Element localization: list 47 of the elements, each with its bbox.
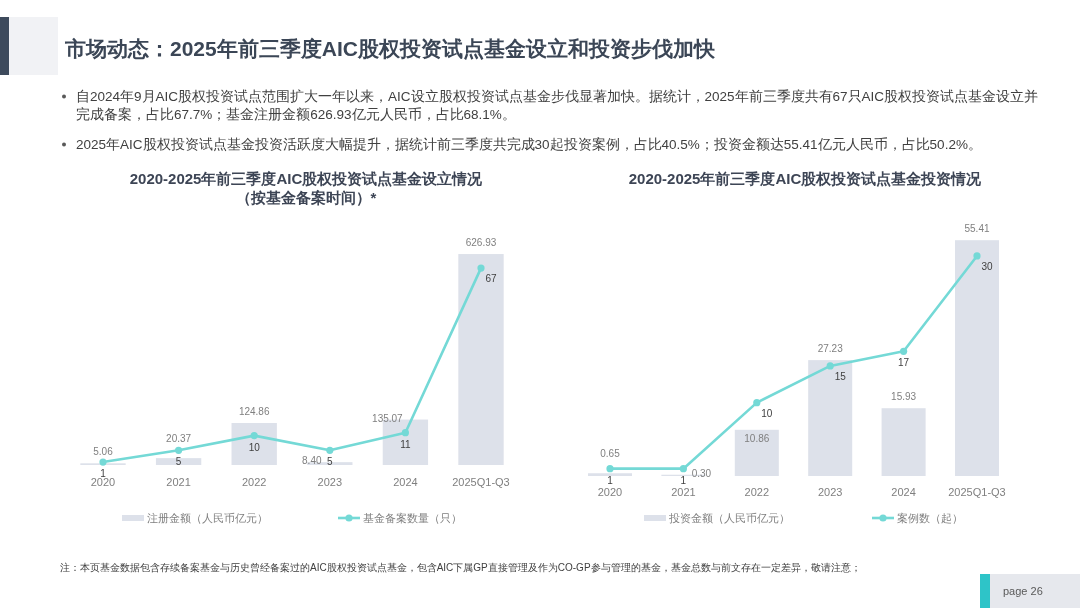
data-label: 5 — [327, 456, 333, 468]
data-label: 11 — [400, 438, 411, 450]
data-label: 5.06 — [93, 446, 113, 458]
category-label: 2021 — [671, 486, 696, 498]
title: 市场动态：2025年前三季度AIC股权投资试点基金设立和投资步伐加快 — [65, 37, 715, 60]
data-label: 1 — [680, 474, 687, 486]
annotation: 注：本页基金数据包含存续备案基金与历史曾经备案过的AIC股权投资试点基金，包含AIC下属GP直接管理及作为CO-GP参与管理的基金，基金总数与前文存在一定差异，敬请注意； — [60, 562, 861, 573]
data-label: 15 — [834, 370, 846, 382]
data-label: 10.86 — [744, 432, 770, 444]
legend-label: 投资金额（人民币亿元） — [669, 512, 790, 524]
category-label: 2025Q1-Q3 — [452, 476, 510, 488]
data-label: 17 — [898, 357, 910, 369]
data-label: 67 — [485, 273, 497, 285]
data-label: 0.30 — [691, 467, 712, 479]
data-label: 5 — [175, 456, 182, 468]
data-label: 10 — [761, 407, 773, 419]
category-label: 2022 — [241, 476, 267, 488]
data-label: 55.41 — [964, 223, 990, 235]
annotation: page 26 — [1003, 585, 1043, 597]
data-label: 15.93 — [891, 391, 917, 403]
category-label: 2024 — [393, 476, 418, 488]
data-label: 30 — [981, 260, 993, 272]
category-label: 2021 — [166, 476, 191, 488]
category-label: 2025Q1-Q3 — [948, 486, 1006, 498]
data-label: 124.86 — [238, 406, 270, 417]
annotation: 自2024年9月AIC股权投资试点范围扩大一年以来，AIC设立股权投资试点基金步伐显著加快。据统计，2025年前三季度共有67只AIC股权投资试点基金设立并 — [76, 89, 1039, 104]
data-label: 10 — [248, 441, 260, 453]
chart-title: 2020-2025年前三季度AIC股权投资试点基金设立情况 — [129, 170, 483, 187]
chart-title: 2020-2025年前三季度AIC股权投资试点基金投资情况 — [628, 170, 982, 187]
category-label: 2020 — [597, 486, 623, 498]
data-label: 135.07 — [372, 412, 403, 424]
annotation: 2025年AIC股权投资试点基金投资活跃度大幅提升，据统计前三季度共完成30起投资案例，占比40.5%；投资金额达55.41亿元人民币，占比50.2%。 — [76, 137, 982, 152]
data-label: 1 — [607, 474, 613, 486]
data-label: 20.37 — [166, 433, 192, 445]
legend-label: 注册金额（人民币亿元） — [147, 512, 268, 524]
data-label: 27.23 — [817, 343, 843, 355]
chart-subtitle: （按基金备案时间）* — [235, 189, 377, 206]
data-label: 0.65 — [600, 448, 620, 460]
data-label: 8.40 — [302, 455, 322, 467]
legend-label: 案例数（起） — [897, 512, 963, 524]
category-label: 2022 — [744, 486, 770, 498]
category-label: 2024 — [891, 486, 916, 498]
annotation: 完成备案，占比67.7%；基金注册金额626.93亿元人民币，占比68.1%。 — [76, 107, 516, 122]
data-label: 626.93 — [465, 237, 497, 249]
category-label: 2023 — [817, 486, 843, 498]
legend-label: 基金备案数量（只） — [363, 512, 462, 524]
category-label: 2023 — [317, 476, 343, 488]
